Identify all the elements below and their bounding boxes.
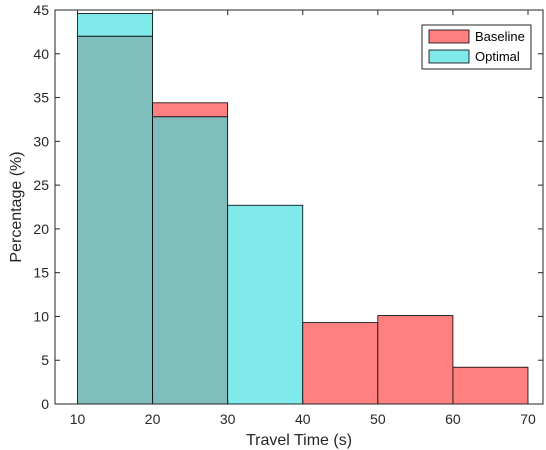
bar-baseline-bin-40-50 — [302, 322, 379, 405]
x-tick-label: 50 — [370, 411, 386, 427]
y-tick-label: 10 — [33, 308, 49, 324]
legend: Baseline Optimal — [421, 24, 532, 70]
legend-label-optimal: Optimal — [475, 49, 520, 64]
y-tick-label: 5 — [41, 352, 49, 368]
x-tick-label: 40 — [295, 411, 311, 427]
legend-swatch-optimal — [428, 49, 470, 64]
x-tick-label: 60 — [445, 411, 461, 427]
bar-overlap-bin-10-20 — [77, 35, 153, 405]
bar-optimal-bin-10-20 — [77, 13, 153, 37]
bars-group — [77, 13, 529, 405]
bar-baseline-bin-20-30 — [152, 102, 229, 118]
y-tick-label: 45 — [33, 2, 49, 18]
legend-label-baseline: Baseline — [475, 29, 525, 44]
y-tick-label: 40 — [33, 46, 49, 62]
x-tick-label: 70 — [520, 411, 536, 427]
bar-baseline-bin-50-60 — [377, 315, 454, 405]
legend-swatch-baseline — [428, 29, 470, 44]
x-tick-label: 10 — [70, 411, 86, 427]
y-tick-label: 0 — [41, 396, 49, 412]
y-ticks: 0 5 10 15 20 25 30 35 40 45 — [33, 2, 543, 412]
x-axis-label: Travel Time (s) — [246, 432, 352, 449]
y-axis-label: Percentage (%) — [8, 151, 25, 262]
y-tick-label: 30 — [33, 133, 49, 149]
y-tick-label: 20 — [33, 221, 49, 237]
x-ticks: 10 20 30 40 50 60 70 — [70, 10, 536, 427]
bar-optimal-bin-30-40 — [227, 204, 304, 405]
y-tick-label: 15 — [33, 265, 49, 281]
x-tick-label: 30 — [220, 411, 236, 427]
bar-overlap-bin-20-30 — [152, 116, 229, 405]
bar-baseline-bin-60-70 — [452, 366, 529, 405]
plot-frame — [54, 9, 544, 405]
y-tick-label: 25 — [33, 177, 49, 193]
x-tick-label: 20 — [145, 411, 161, 427]
y-tick-label: 35 — [33, 90, 49, 106]
